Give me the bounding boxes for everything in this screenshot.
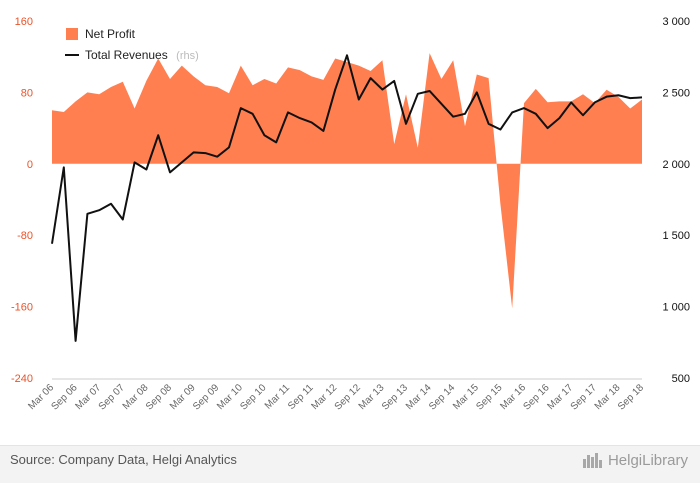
right-axis: 3 000 2 500 2 000 1 500 1 000 500 — [662, 16, 690, 385]
legend-label-total-revenues-suffix: (rhs) — [176, 50, 199, 62]
x-tick-label: Sep 06 — [50, 382, 80, 412]
x-tick-label: Sep 13 — [380, 382, 410, 412]
helgi-library-logo: HelgiLibrary — [582, 451, 688, 469]
net-profit-area — [52, 53, 642, 309]
left-tick-label: 160 — [15, 16, 33, 28]
x-tick-label: Sep 17 — [569, 382, 599, 412]
legend-label-total-revenues-name: Total Revenues — [85, 48, 168, 62]
left-axis: 160 80 0 -80 -160 -240 — [11, 16, 33, 385]
right-tick-label: 1 500 — [662, 230, 690, 242]
legend: Net Profit Total Revenues (rhs) — [65, 27, 199, 63]
library-icon — [582, 453, 602, 468]
legend-swatch-net-profit — [66, 28, 78, 40]
left-tick-label: -80 — [17, 230, 33, 242]
right-tick-label: 2 000 — [662, 159, 690, 171]
x-tick-label: Sep 10 — [238, 382, 268, 412]
x-tick-label: Sep 07 — [97, 382, 127, 412]
x-tick-label: Sep 12 — [333, 382, 363, 412]
right-tick-label: 2 500 — [662, 87, 690, 99]
left-tick-label: -160 — [11, 302, 33, 314]
x-tick-label: Sep 15 — [474, 382, 504, 412]
source-note: Source: Company Data, Helgi Analytics — [10, 452, 237, 467]
total-revenues-line-series — [51, 54, 643, 342]
right-tick-label: 500 — [672, 373, 690, 385]
legend-label-net-profit: Net Profit — [85, 27, 136, 41]
x-tick-label: Sep 09 — [191, 382, 221, 412]
legend-label-total-revenues: Total Revenues (rhs) — [85, 46, 199, 63]
net-profit-area-series — [52, 53, 642, 309]
x-tick-label: Sep 18 — [616, 382, 646, 412]
x-tick-label: Sep 14 — [427, 382, 457, 412]
right-tick-label: 1 000 — [662, 302, 690, 314]
chart: 160 80 0 -80 -160 -240 3 000 2 500 2 000 1 500 1 … — [11, 16, 690, 413]
logo-text: HelgiLibrary — [607, 451, 688, 469]
left-tick-label: 80 — [21, 87, 33, 99]
left-tick-label: 0 — [27, 159, 33, 171]
right-tick-label: 3 000 — [662, 16, 690, 28]
x-tick-label: Sep 16 — [522, 382, 552, 412]
footer: Source: Company Data, Helgi Analytics He… — [0, 445, 700, 483]
x-tick-label: Sep 08 — [144, 382, 174, 412]
left-tick-label: -240 — [11, 373, 33, 385]
total-revenues-line — [51, 54, 643, 342]
